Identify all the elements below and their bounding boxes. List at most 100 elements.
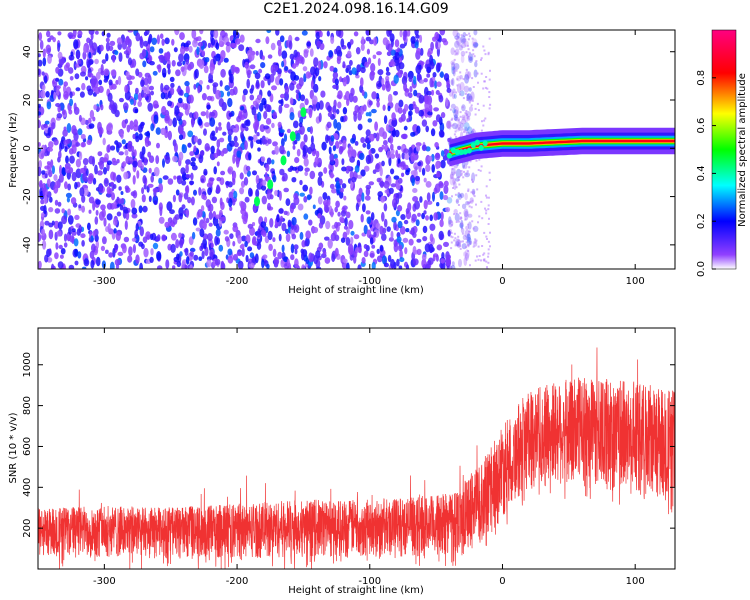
heatmap-cell — [288, 40, 293, 50]
heatmap-cell — [434, 80, 438, 89]
heatmap-cell — [90, 235, 94, 242]
heatmap-cell — [113, 228, 117, 234]
heatmap-cell — [252, 100, 258, 106]
heatmap-cell — [232, 127, 239, 133]
heatmap-cell — [459, 218, 462, 221]
heatmap-cell — [488, 78, 491, 81]
heatmap-cells — [38, 30, 675, 269]
heatmap-cell — [273, 256, 280, 266]
spectrogram-xlabel: Height of straight line (km) — [288, 285, 424, 296]
heatmap-cell — [483, 258, 486, 261]
heatmap-cell — [408, 92, 413, 99]
heatmap-cell — [382, 131, 388, 140]
heatmap-cell — [376, 177, 381, 183]
heatmap-cell — [141, 164, 145, 170]
heatmap-cell — [38, 260, 42, 269]
heatmap-cell — [278, 208, 284, 214]
heatmap-cell — [51, 165, 56, 175]
heatmap-cell — [54, 199, 59, 206]
heatmap-cell — [465, 173, 468, 175]
heatmap-cell — [210, 111, 216, 117]
heatmap-cell — [451, 77, 455, 87]
heatmap-cell — [439, 191, 444, 200]
heatmap-cell — [53, 91, 57, 101]
heatmap-cell — [69, 91, 73, 99]
heatmap-cell — [461, 106, 464, 109]
heatmap-cell — [40, 212, 45, 218]
heatmap-cell — [164, 37, 170, 45]
heatmap-cell — [385, 71, 391, 76]
heatmap-cell — [463, 85, 470, 93]
heatmap-cell — [466, 244, 469, 246]
heatmap-cell — [368, 100, 373, 106]
heatmap-cell — [368, 181, 375, 186]
heatmap-cell — [359, 152, 365, 161]
heatmap-cell — [81, 205, 85, 213]
heatmap-cell — [445, 207, 451, 213]
heatmap-cell — [121, 139, 126, 145]
heatmap-cell — [197, 41, 204, 47]
heatmap-cell — [223, 57, 229, 63]
heatmap-cell — [233, 171, 237, 180]
heatmap-cell — [465, 252, 469, 261]
heatmap-cell — [172, 216, 178, 225]
heatmap-cell — [173, 175, 177, 180]
heatmap-cell — [481, 245, 484, 247]
heatmap-cell — [309, 126, 313, 135]
heatmap-cell — [423, 78, 428, 83]
heatmap-cell — [324, 257, 331, 264]
heatmap-cell — [38, 166, 42, 177]
heatmap-cell — [95, 256, 101, 267]
heatmap-cell — [417, 161, 422, 167]
heatmap-cell — [103, 68, 110, 77]
heatmap-cell — [440, 112, 446, 119]
heatmap-cell — [107, 223, 111, 232]
heatmap-cell — [357, 123, 363, 131]
heatmap-cell — [459, 71, 462, 74]
colorbar-tick-label: 0.4 — [696, 165, 707, 181]
heatmap-cell — [138, 241, 144, 247]
heatmap-cell — [263, 111, 268, 120]
heatmap-cell — [429, 104, 433, 113]
heatmap-cell — [462, 78, 465, 81]
heatmap-cell — [59, 164, 62, 175]
heatmap-cell — [318, 60, 322, 71]
heatmap-cell — [38, 160, 42, 169]
heatmap-cell — [142, 236, 148, 243]
heatmap-cell — [350, 137, 356, 144]
heatmap-cell — [454, 35, 460, 40]
heatmap-cell — [204, 122, 210, 128]
heatmap-cell — [385, 75, 390, 82]
y-tick-label: 200 — [22, 519, 33, 538]
heatmap-cell — [119, 97, 124, 103]
heatmap-cell — [57, 105, 61, 113]
heatmap-cell — [41, 170, 46, 175]
heatmap-cell — [275, 30, 280, 36]
heatmap-cell — [449, 266, 452, 269]
heatmap-cell — [303, 134, 308, 143]
heatmap-cell — [204, 57, 210, 63]
heatmap-cell — [141, 152, 145, 163]
heatmap-cell — [178, 193, 183, 203]
heatmap-cell — [55, 103, 61, 107]
heatmap-cell — [366, 48, 370, 55]
heatmap-cell — [266, 30, 272, 34]
heatmap-cell — [273, 64, 279, 72]
heatmap-cell — [211, 130, 216, 137]
heatmap-cell — [356, 194, 362, 203]
heatmap-cell — [272, 248, 277, 258]
heatmap-cell — [285, 233, 291, 243]
heatmap-cell — [227, 255, 234, 264]
heatmap-cell — [370, 71, 376, 76]
heatmap-cell — [475, 60, 478, 63]
heatmap-cell — [443, 185, 449, 195]
heatmap-cell — [170, 243, 176, 253]
heatmap-cell — [486, 266, 488, 269]
heatmap-cell — [71, 171, 77, 182]
heatmap-cell — [439, 30, 446, 36]
heatmap-cell — [149, 85, 154, 91]
heatmap-cell — [339, 178, 343, 185]
heatmap-cell — [167, 217, 173, 224]
heatmap-cell — [346, 64, 352, 71]
heatmap-cell — [427, 111, 433, 116]
